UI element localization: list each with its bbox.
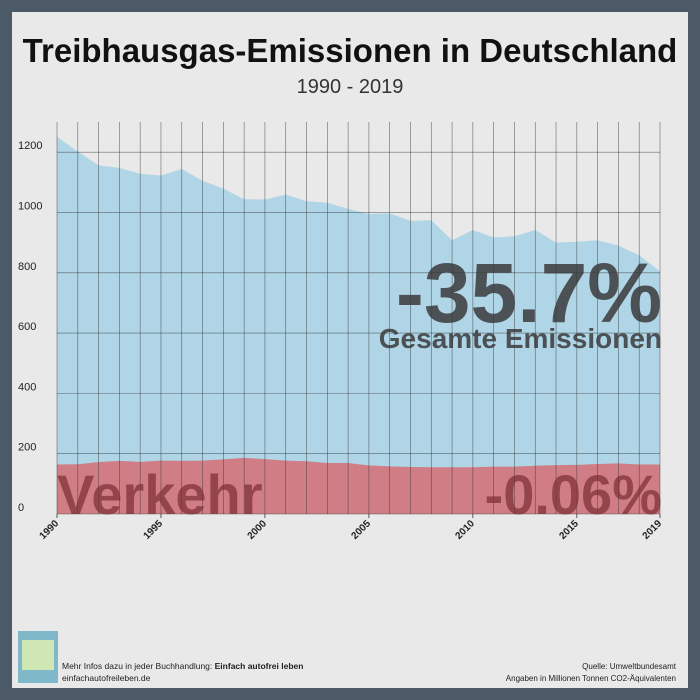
transport-label: Verkehr: [57, 463, 263, 526]
total-label: Gesamte Emissionen: [379, 323, 662, 354]
footer-info: Mehr Infos dazu in jeder Buchhandlung: E…: [62, 661, 303, 671]
chart-subtitle: 1990 - 2019: [297, 76, 404, 98]
y-tick-label: 400: [18, 381, 36, 393]
source: Quelle: Umweltbundesamt: [582, 662, 677, 671]
y-tick-label: 800: [18, 261, 36, 273]
transport-change: -0.06%: [485, 463, 662, 526]
book-cover-art: [22, 640, 54, 670]
book-title: Einfach autofrei leben: [215, 661, 304, 671]
y-tick-label: 200: [18, 442, 36, 454]
unit-note: Angaben in Millionen Tonnen CO2-Äquivale…: [506, 674, 676, 683]
y-tick-label: 1000: [18, 200, 42, 212]
y-tick-label: 0: [18, 502, 24, 514]
y-tick-label: 1200: [18, 140, 42, 152]
chart-title: Treibhausgas-Emissionen in Deutschland: [23, 32, 678, 69]
y-tick-label: 600: [18, 321, 36, 333]
total-change: -35.7%: [396, 246, 662, 340]
area: [57, 136, 660, 514]
area: [57, 457, 660, 514]
website: einfachautofreileben.de: [62, 673, 151, 683]
footer-info-text: Mehr Infos dazu in jeder Buchhandlung:: [62, 661, 212, 671]
